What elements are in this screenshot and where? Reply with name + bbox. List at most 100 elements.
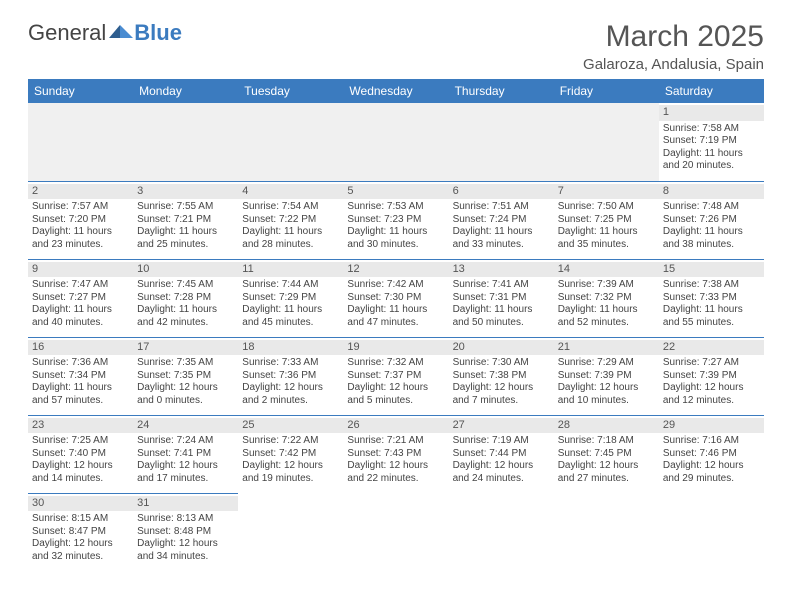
calendar-day-cell bbox=[343, 493, 448, 571]
day-info: Sunrise: 7:18 AMSunset: 7:45 PMDaylight:… bbox=[558, 435, 655, 485]
calendar-week-row: 9Sunrise: 7:47 AMSunset: 7:27 PMDaylight… bbox=[28, 259, 764, 337]
day-number: 6 bbox=[449, 184, 554, 200]
column-header: Friday bbox=[554, 79, 659, 103]
day-number: 5 bbox=[343, 184, 448, 200]
day-number: 18 bbox=[238, 340, 343, 356]
column-header: Sunday bbox=[28, 79, 133, 103]
day-info: Sunrise: 7:53 AMSunset: 7:23 PMDaylight:… bbox=[347, 201, 444, 251]
day-number: 9 bbox=[28, 262, 133, 278]
calendar-day-cell: 7Sunrise: 7:50 AMSunset: 7:25 PMDaylight… bbox=[554, 181, 659, 259]
day-number: 11 bbox=[238, 262, 343, 278]
calendar-day-cell: 5Sunrise: 7:53 AMSunset: 7:23 PMDaylight… bbox=[343, 181, 448, 259]
calendar-day-cell: 8Sunrise: 7:48 AMSunset: 7:26 PMDaylight… bbox=[659, 181, 764, 259]
logo-text-2: Blue bbox=[134, 20, 182, 46]
day-info: Sunrise: 7:16 AMSunset: 7:46 PMDaylight:… bbox=[663, 435, 760, 485]
calendar-day-cell bbox=[28, 103, 133, 181]
day-info: Sunrise: 7:51 AMSunset: 7:24 PMDaylight:… bbox=[453, 201, 550, 251]
month-title: March 2025 bbox=[583, 20, 764, 54]
calendar-day-cell: 22Sunrise: 7:27 AMSunset: 7:39 PMDayligh… bbox=[659, 337, 764, 415]
calendar-day-cell: 13Sunrise: 7:41 AMSunset: 7:31 PMDayligh… bbox=[449, 259, 554, 337]
day-info: Sunrise: 7:36 AMSunset: 7:34 PMDaylight:… bbox=[32, 357, 129, 407]
day-info: Sunrise: 7:30 AMSunset: 7:38 PMDaylight:… bbox=[453, 357, 550, 407]
day-info: Sunrise: 7:35 AMSunset: 7:35 PMDaylight:… bbox=[137, 357, 234, 407]
day-info: Sunrise: 7:32 AMSunset: 7:37 PMDaylight:… bbox=[347, 357, 444, 407]
calendar-day-cell: 4Sunrise: 7:54 AMSunset: 7:22 PMDaylight… bbox=[238, 181, 343, 259]
day-info: Sunrise: 7:19 AMSunset: 7:44 PMDaylight:… bbox=[453, 435, 550, 485]
calendar-day-cell: 12Sunrise: 7:42 AMSunset: 7:30 PMDayligh… bbox=[343, 259, 448, 337]
day-number: 13 bbox=[449, 262, 554, 278]
calendar-day-cell: 27Sunrise: 7:19 AMSunset: 7:44 PMDayligh… bbox=[449, 415, 554, 493]
day-number: 25 bbox=[238, 418, 343, 434]
day-info: Sunrise: 7:33 AMSunset: 7:36 PMDaylight:… bbox=[242, 357, 339, 407]
day-number: 2 bbox=[28, 184, 133, 200]
day-info: Sunrise: 7:44 AMSunset: 7:29 PMDaylight:… bbox=[242, 279, 339, 329]
column-header: Thursday bbox=[449, 79, 554, 103]
day-info: Sunrise: 7:21 AMSunset: 7:43 PMDaylight:… bbox=[347, 435, 444, 485]
calendar-day-cell bbox=[554, 103, 659, 181]
day-info: Sunrise: 7:57 AMSunset: 7:20 PMDaylight:… bbox=[32, 201, 129, 251]
day-number: 26 bbox=[343, 418, 448, 434]
calendar-day-cell bbox=[659, 493, 764, 571]
calendar-day-cell bbox=[554, 493, 659, 571]
day-info: Sunrise: 7:45 AMSunset: 7:28 PMDaylight:… bbox=[137, 279, 234, 329]
day-info: Sunrise: 7:25 AMSunset: 7:40 PMDaylight:… bbox=[32, 435, 129, 485]
calendar-day-cell: 6Sunrise: 7:51 AMSunset: 7:24 PMDaylight… bbox=[449, 181, 554, 259]
day-number: 14 bbox=[554, 262, 659, 278]
calendar-day-cell: 24Sunrise: 7:24 AMSunset: 7:41 PMDayligh… bbox=[133, 415, 238, 493]
day-info: Sunrise: 7:41 AMSunset: 7:31 PMDaylight:… bbox=[453, 279, 550, 329]
day-number: 19 bbox=[343, 340, 448, 356]
day-number: 8 bbox=[659, 184, 764, 200]
day-info: Sunrise: 7:54 AMSunset: 7:22 PMDaylight:… bbox=[242, 201, 339, 251]
day-number: 7 bbox=[554, 184, 659, 200]
day-info: Sunrise: 7:27 AMSunset: 7:39 PMDaylight:… bbox=[663, 357, 760, 407]
calendar-day-cell: 20Sunrise: 7:30 AMSunset: 7:38 PMDayligh… bbox=[449, 337, 554, 415]
day-number: 22 bbox=[659, 340, 764, 356]
calendar-day-cell bbox=[449, 103, 554, 181]
day-info: Sunrise: 7:29 AMSunset: 7:39 PMDaylight:… bbox=[558, 357, 655, 407]
title-block: March 2025 Galaroza, Andalusia, Spain bbox=[583, 20, 764, 73]
day-number: 16 bbox=[28, 340, 133, 356]
logo-triangle-icon bbox=[109, 22, 133, 40]
logo: General Blue bbox=[28, 20, 182, 46]
calendar-week-row: 23Sunrise: 7:25 AMSunset: 7:40 PMDayligh… bbox=[28, 415, 764, 493]
logo-text-1: General bbox=[28, 20, 106, 46]
calendar-day-cell: 28Sunrise: 7:18 AMSunset: 7:45 PMDayligh… bbox=[554, 415, 659, 493]
day-info: Sunrise: 8:13 AMSunset: 8:48 PMDaylight:… bbox=[137, 513, 234, 563]
calendar-day-cell bbox=[238, 493, 343, 571]
day-number: 20 bbox=[449, 340, 554, 356]
calendar-day-cell: 14Sunrise: 7:39 AMSunset: 7:32 PMDayligh… bbox=[554, 259, 659, 337]
calendar-day-cell: 21Sunrise: 7:29 AMSunset: 7:39 PMDayligh… bbox=[554, 337, 659, 415]
location: Galaroza, Andalusia, Spain bbox=[583, 56, 764, 73]
day-info: Sunrise: 7:50 AMSunset: 7:25 PMDaylight:… bbox=[558, 201, 655, 251]
day-number: 30 bbox=[28, 496, 133, 512]
day-number: 4 bbox=[238, 184, 343, 200]
calendar-day-cell: 29Sunrise: 7:16 AMSunset: 7:46 PMDayligh… bbox=[659, 415, 764, 493]
day-number: 28 bbox=[554, 418, 659, 434]
day-number: 15 bbox=[659, 262, 764, 278]
day-number: 27 bbox=[449, 418, 554, 434]
calendar-week-row: 1Sunrise: 7:58 AMSunset: 7:19 PMDaylight… bbox=[28, 103, 764, 181]
calendar-day-cell: 19Sunrise: 7:32 AMSunset: 7:37 PMDayligh… bbox=[343, 337, 448, 415]
column-header: Tuesday bbox=[238, 79, 343, 103]
day-info: Sunrise: 7:48 AMSunset: 7:26 PMDaylight:… bbox=[663, 201, 760, 251]
day-number: 12 bbox=[343, 262, 448, 278]
day-number: 17 bbox=[133, 340, 238, 356]
calendar-day-cell: 15Sunrise: 7:38 AMSunset: 7:33 PMDayligh… bbox=[659, 259, 764, 337]
calendar-day-cell: 18Sunrise: 7:33 AMSunset: 7:36 PMDayligh… bbox=[238, 337, 343, 415]
day-info: Sunrise: 7:38 AMSunset: 7:33 PMDaylight:… bbox=[663, 279, 760, 329]
column-header: Monday bbox=[133, 79, 238, 103]
column-header: Saturday bbox=[659, 79, 764, 103]
day-info: Sunrise: 7:42 AMSunset: 7:30 PMDaylight:… bbox=[347, 279, 444, 329]
day-number: 3 bbox=[133, 184, 238, 200]
day-number: 10 bbox=[133, 262, 238, 278]
calendar-day-cell bbox=[133, 103, 238, 181]
calendar-day-cell: 23Sunrise: 7:25 AMSunset: 7:40 PMDayligh… bbox=[28, 415, 133, 493]
day-info: Sunrise: 8:15 AMSunset: 8:47 PMDaylight:… bbox=[32, 513, 129, 563]
header: General Blue March 2025 Galaroza, Andalu… bbox=[28, 20, 764, 73]
day-info: Sunrise: 7:22 AMSunset: 7:42 PMDaylight:… bbox=[242, 435, 339, 485]
calendar-day-cell bbox=[449, 493, 554, 571]
calendar-day-cell bbox=[238, 103, 343, 181]
day-number: 1 bbox=[659, 105, 764, 121]
column-header: Wednesday bbox=[343, 79, 448, 103]
day-info: Sunrise: 7:47 AMSunset: 7:27 PMDaylight:… bbox=[32, 279, 129, 329]
